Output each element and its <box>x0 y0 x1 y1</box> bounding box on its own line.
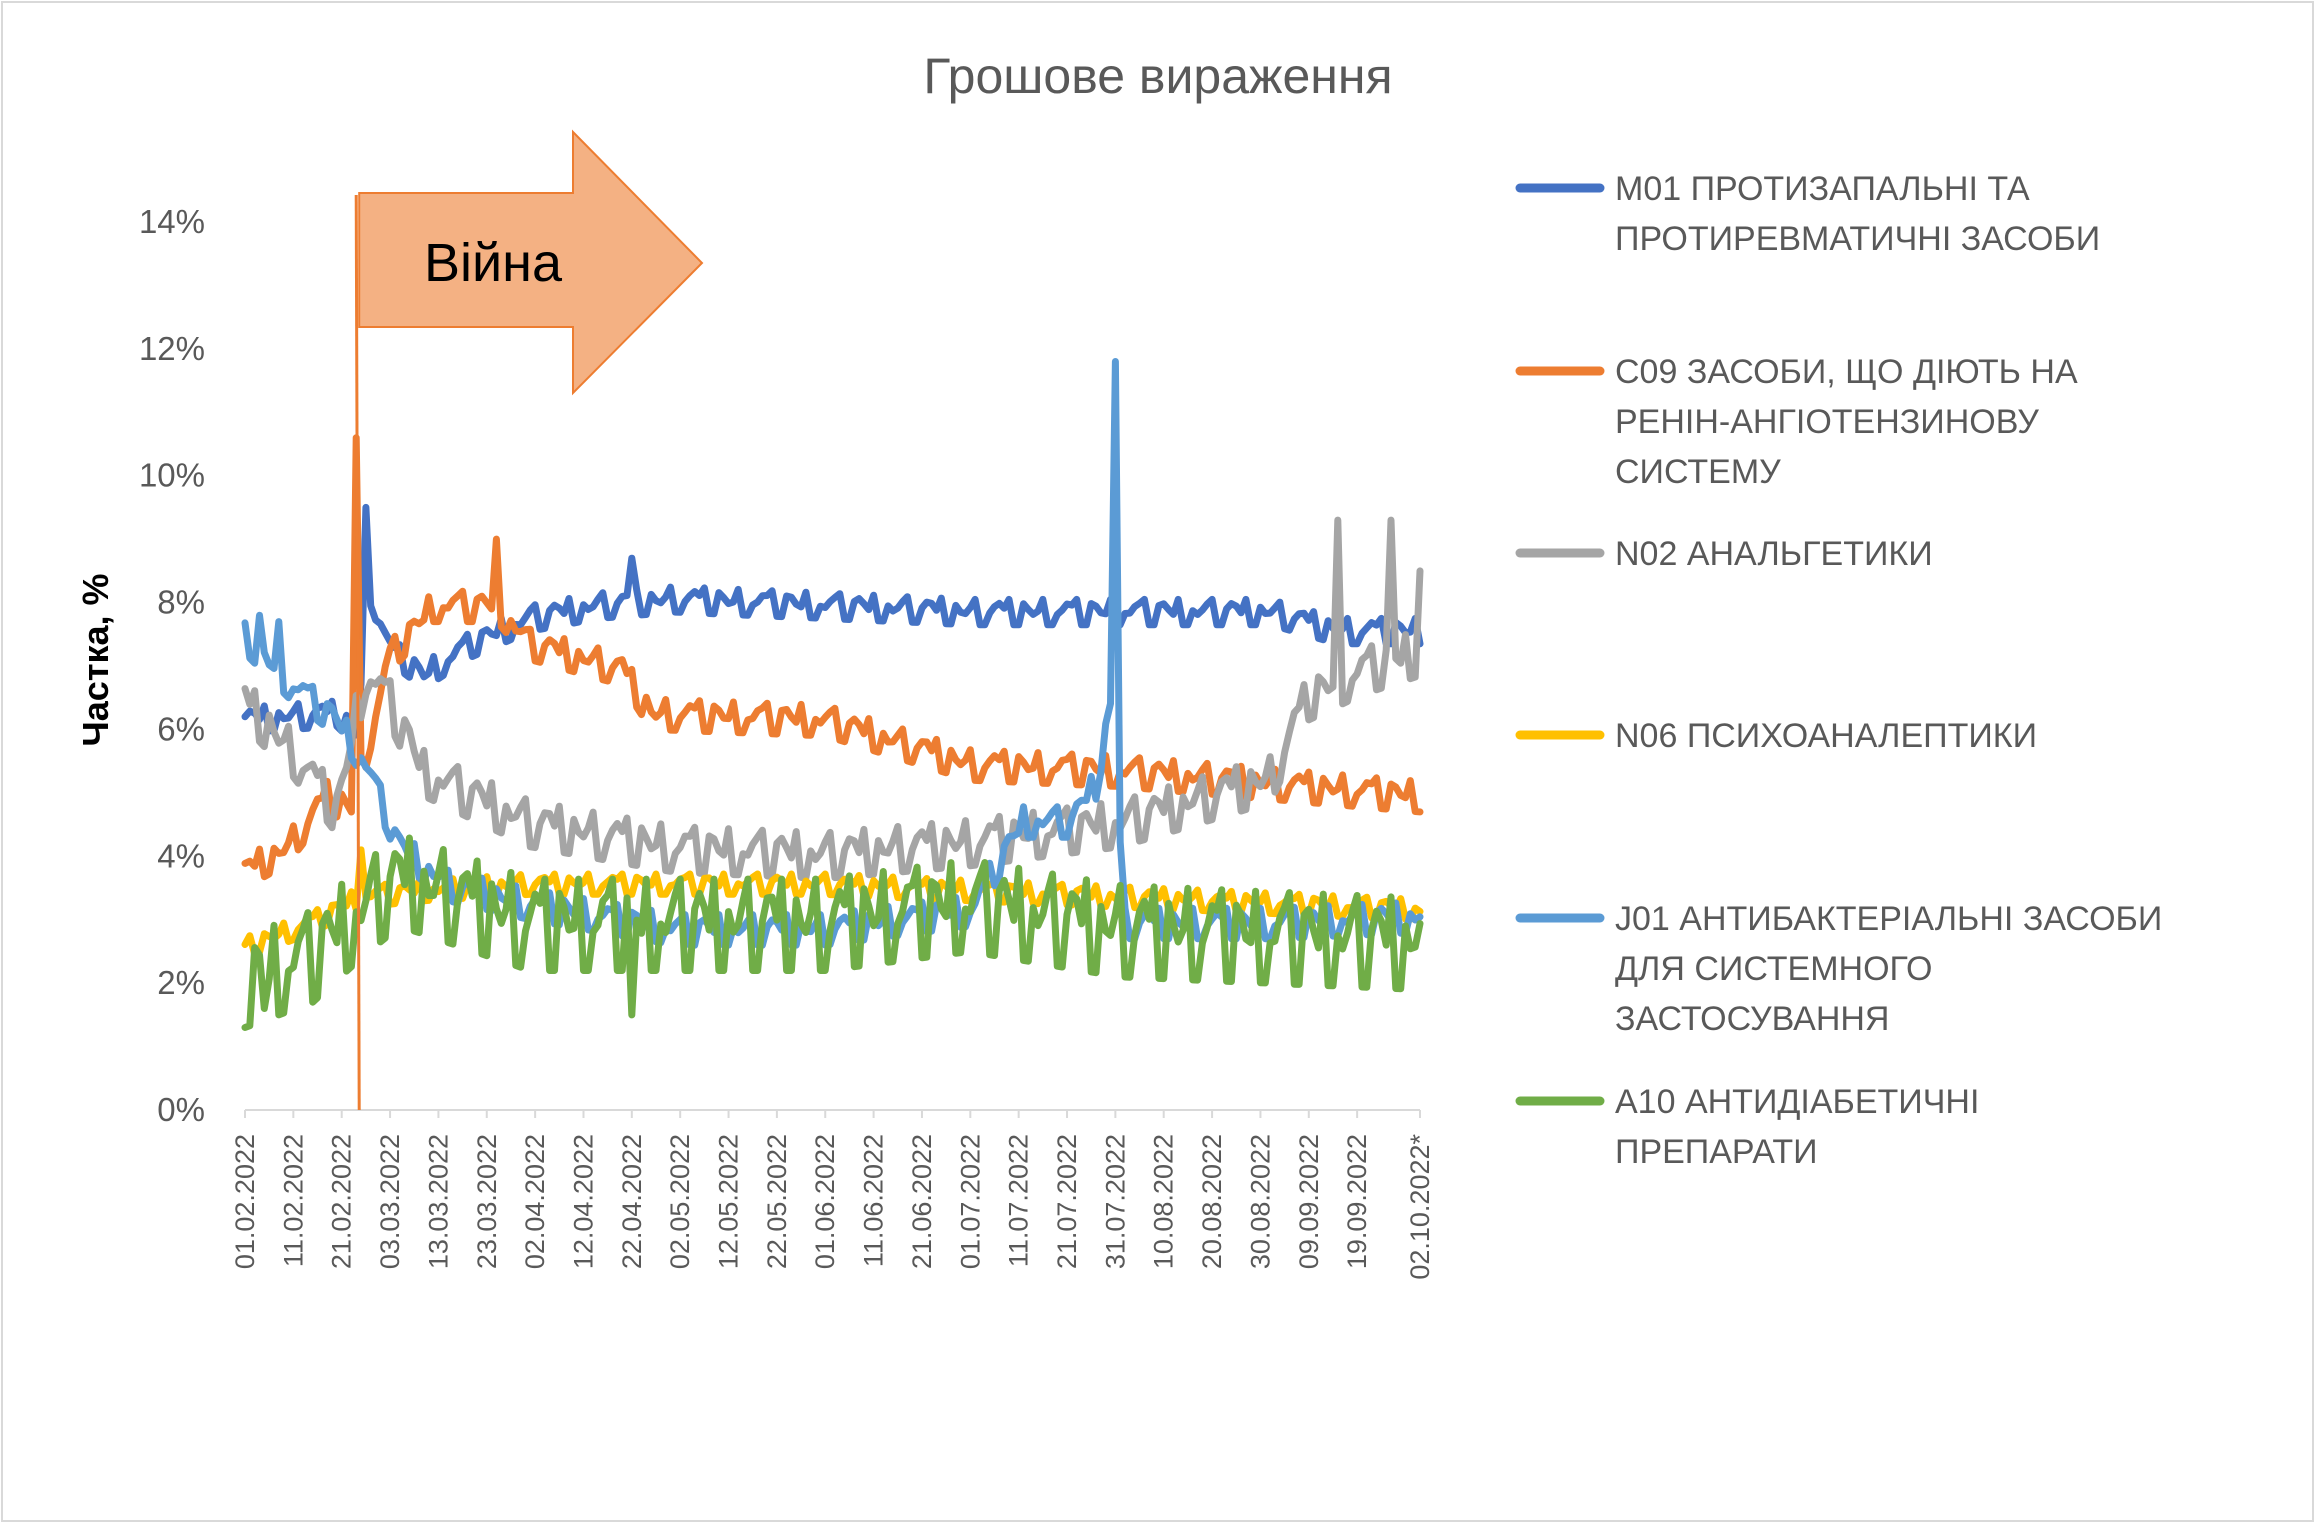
legend-item: M01 ПРОТИЗАПАЛЬНІ ТА ПРОТИРЕВМАТИЧНІ ЗАСО… <box>1515 170 2100 258</box>
x-tick-label: 20.08.2022 <box>1197 1134 1227 1269</box>
x-tick-label: 12.04.2022 <box>568 1134 598 1269</box>
y-axis-label: Частка, % <box>75 573 116 746</box>
series-line <box>241 516 1424 882</box>
x-tick-label: 01.07.2022 <box>955 1134 985 1269</box>
x-tick-label: 02.04.2022 <box>520 1134 550 1269</box>
x-tick-label: 10.08.2022 <box>1149 1134 1179 1269</box>
legend: M01 ПРОТИЗАПАЛЬНІ ТА ПРОТИРЕВМАТИЧНІ ЗАСО… <box>1515 170 2162 1171</box>
series-line <box>241 834 1424 1031</box>
legend-item: N02 АНАЛЬГЕТИКИ <box>1515 535 1933 573</box>
x-tick-label: 09.09.2022 <box>1294 1134 1324 1269</box>
x-tick-label: 21.07.2022 <box>1052 1134 1082 1269</box>
y-tick-label: 10% <box>139 457 205 494</box>
x-tick-label: 02.10.2022* <box>1405 1134 1435 1280</box>
legend-label: ПРЕПАРАТИ <box>1615 1133 1818 1171</box>
legend-label: C09 ЗАСОБИ, ЩО ДІЮТЬ НА <box>1615 353 2078 391</box>
y-axis-ticks: 0% 2% 4% 6% 8% 10% 12% 14% <box>139 203 205 1128</box>
x-tick-label: 02.05.2022 <box>665 1134 695 1269</box>
x-tick-label: 22.04.2022 <box>617 1134 647 1269</box>
series-line <box>241 503 1424 739</box>
legend-label: РЕНІН-АНГІОТЕНЗИНОВУ <box>1615 403 2039 441</box>
legend-label: A10 АНТИДІАБЕТИЧНІ <box>1615 1083 1979 1121</box>
series-line <box>241 434 1424 881</box>
legend-label: J01 АНТИБАКТЕРІАЛЬНІ ЗАСОБИ <box>1615 900 2162 938</box>
legend-label: ПРОТИРЕВМАТИЧНІ ЗАСОБИ <box>1615 220 2100 258</box>
x-tick-label: 11.02.2022 <box>278 1134 308 1267</box>
legend-item: J01 АНТИБАКТЕРІАЛЬНІ ЗАСОБИ ДЛЯ СИСТЕМНОГ… <box>1515 900 2162 1038</box>
x-tick-label: 01.02.2022 <box>230 1134 260 1269</box>
x-tick-label: 22.05.2022 <box>762 1134 792 1269</box>
y-tick-label: 2% <box>157 964 205 1001</box>
x-tick-label: 01.06.2022 <box>810 1134 840 1269</box>
y-tick-label: 4% <box>157 837 205 874</box>
legend-item: N06 ПСИХОАНАЛЕПТИКИ <box>1515 717 2037 755</box>
series-layer <box>241 358 1424 1031</box>
x-tick-label: 11.06.2022 <box>859 1134 889 1267</box>
x-tick-label: 21.02.2022 <box>327 1134 357 1269</box>
x-tick-label: 30.08.2022 <box>1245 1134 1275 1269</box>
x-tick-label: 21.06.2022 <box>907 1134 937 1269</box>
y-tick-label: 14% <box>139 203 205 240</box>
x-tick-label: 11.07.2022 <box>1004 1134 1034 1267</box>
x-tick-label: 13.03.2022 <box>423 1134 453 1269</box>
legend-label: ЗАСТОСУВАННЯ <box>1615 1000 1890 1038</box>
x-tick-label: 19.09.2022 <box>1342 1134 1372 1269</box>
legend-label: СИСТЕМУ <box>1615 453 1781 491</box>
x-axis: 01.02.2022 11.02.2022 21.02.2022 03.03.2022… <box>230 1109 1435 1280</box>
x-tick-label: 31.07.2022 <box>1100 1134 1130 1269</box>
war-label: Війна <box>424 233 563 293</box>
war-arrow <box>358 129 704 396</box>
war-marker-line <box>354 194 361 1111</box>
x-tick-label: 03.03.2022 <box>375 1134 405 1269</box>
legend-label: M01 ПРОТИЗАПАЛЬНІ ТА <box>1615 170 2030 208</box>
legend-item: C09 ЗАСОБИ, ЩО ДІЮТЬ НА РЕНІН-АНГІОТЕНЗИН… <box>1515 353 2078 491</box>
legend-label: N06 ПСИХОАНАЛЕПТИКИ <box>1615 717 2037 755</box>
legend-label: N02 АНАЛЬГЕТИКИ <box>1615 535 1933 573</box>
war-annotation: Війна <box>354 129 704 1111</box>
legend-label: ДЛЯ СИСТЕМНОГО <box>1615 950 1932 988</box>
chart-title: Грошове вираження <box>923 48 1392 104</box>
y-tick-label: 6% <box>157 710 205 747</box>
y-tick-label: 0% <box>157 1091 205 1128</box>
x-tick-label: 23.03.2022 <box>472 1134 502 1269</box>
y-tick-label: 8% <box>157 584 205 621</box>
x-tick-label: 12.05.2022 <box>714 1134 744 1269</box>
legend-item: A10 АНТИДІАБЕТИЧНІ ПРЕПАРАТИ <box>1515 1083 1979 1171</box>
y-tick-label: 12% <box>139 330 205 367</box>
